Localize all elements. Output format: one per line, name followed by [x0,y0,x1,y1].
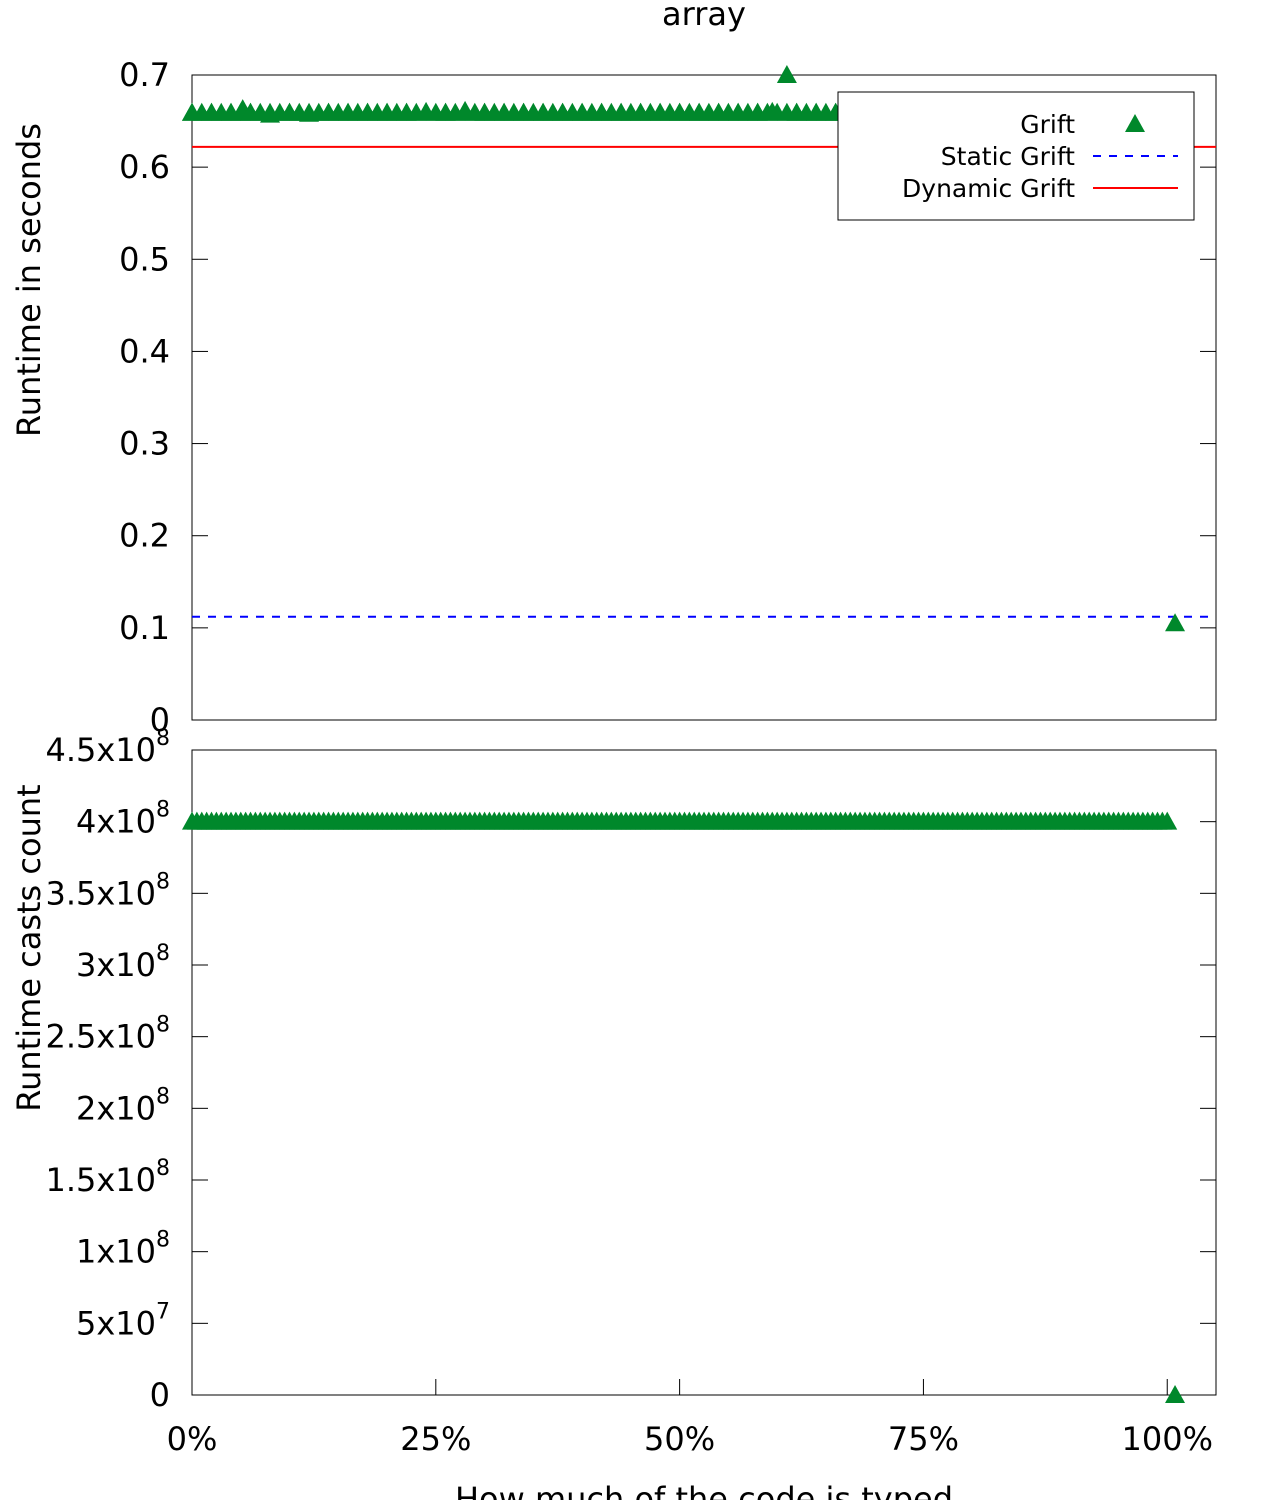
x-tick-label: 75% [888,1420,959,1458]
grift-runtime-point [1165,613,1186,632]
runtime-y-tick-label: 0.6 [119,148,170,186]
casts-y-tick-label: 2x108 [76,1084,170,1127]
grift-casts-point [1165,1385,1186,1403]
casts-y-tick-label: 0 [150,1376,170,1414]
casts-y-tick-label: 1.5x108 [45,1156,170,1199]
casts-y-tick-label: 3.5x108 [45,869,170,912]
casts-y-tick-label: 1x108 [76,1228,170,1271]
legend-marker-grift [1125,114,1145,132]
casts-y-tick-label: 4.5x108 [45,726,170,769]
runtime-y-tick-label: 0.3 [119,425,170,463]
grift-casts-point [1157,811,1178,830]
casts-y-tick-label: 4x108 [76,798,170,841]
x-tick-label: 25% [400,1420,471,1458]
runtime-y-tick-label: 0.2 [119,517,170,555]
runtime-y-tick-label: 0.4 [119,332,170,370]
x-tick-label: 50% [644,1420,715,1458]
legend-box [837,91,1195,221]
legend-label-grift: Grift [1020,110,1075,139]
legend-label-static-grift: Static Grift [941,142,1075,171]
casts-y-tick-label: 5x107 [76,1299,170,1342]
legend: Grift Static Grift Dynamic Grift [837,91,1195,221]
runtime-y-tick-label: 0.7 [119,56,170,94]
x-tick-label: 0% [167,1420,218,1458]
casts-y-tick-label: 2.5x108 [45,1013,170,1056]
casts-plot-frame [191,749,1217,1396]
casts-y-tick-label: 3x108 [76,941,170,984]
runtime-y-tick-label: 0.1 [119,609,170,647]
chart-title: array [662,0,746,33]
runtime-plot-frame [191,74,1217,721]
grift-runtime-point [776,65,797,83]
casts-panel: 0 5x107 1x108 1.5x108 2x108 2.5x108 3x108 3.5x1… [45,726,1217,1458]
x-tick-label: 100% [1121,1420,1212,1458]
runtime-y-tick-label: 0.5 [119,240,170,278]
casts-y-axis-title: Runtime casts count [10,784,48,1111]
legend-label-dynamic-grift: Dynamic Grift [902,174,1075,203]
runtime-y-tick-label: 0 [150,701,170,739]
runtime-y-axis-title: Runtime in seconds [10,123,48,437]
x-axis-title: How much of the code is typed [455,1480,953,1500]
